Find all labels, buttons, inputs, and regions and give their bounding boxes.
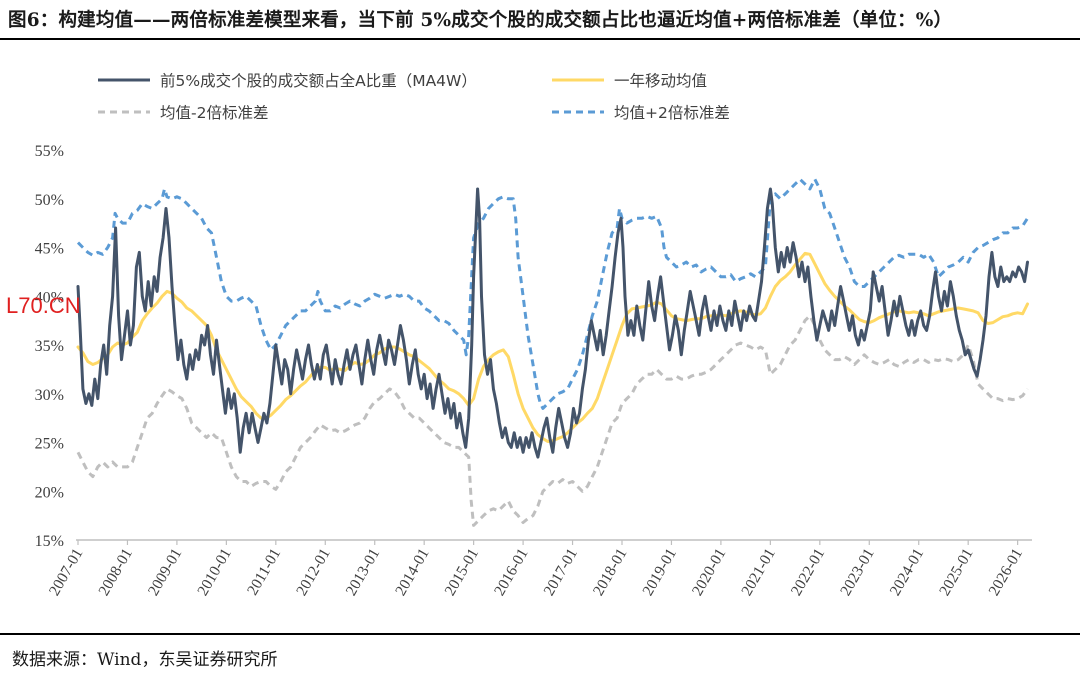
legend-label-1: 前5%成交个股的成交额占全A比重（MA4W） (160, 72, 477, 90)
x-tick-label: 2014-01 (392, 546, 433, 599)
title-divider (0, 38, 1080, 40)
x-tick-label: 2009-01 (145, 546, 186, 599)
x-tick-label: 2021-01 (738, 546, 779, 599)
y-tick-label: 40% (35, 289, 64, 306)
x-tick-label: 2012-01 (293, 546, 334, 599)
y-tick-label: 25% (35, 436, 64, 453)
legend-label-3: 均值-2倍标准差 (160, 104, 268, 122)
series-line-1 (76, 187, 1029, 459)
x-tick-label: 2011-01 (244, 546, 284, 599)
y-tick-label: 45% (35, 241, 64, 258)
series-line-4 (76, 177, 1029, 410)
y-tick-label: 30% (35, 387, 64, 404)
source-note: 数据来源：Wind，东吴证券研究所 (12, 650, 278, 670)
x-tick-label: 2020-01 (689, 546, 730, 599)
x-tick-label: 2023-01 (837, 546, 878, 599)
chart-title: 图6：构建均值——两倍标准差模型来看，当下前 5%成交个股的成交额占比也逼近均值… (8, 10, 953, 31)
x-tick-label: 2010-01 (194, 546, 235, 599)
x-tick-label: 2019-01 (639, 546, 680, 599)
series-line-3 (76, 314, 1029, 527)
x-tick-label: 2025-01 (936, 546, 977, 599)
y-tick-label: 15% (35, 533, 64, 550)
y-tick-label: 35% (35, 338, 64, 355)
legend-label-2: 一年移动均值 (614, 72, 707, 90)
y-axis-ticks: 15% 20% 25% 30% 35% 40% 45% 50% 55% (35, 143, 64, 550)
x-tick-label: 2018-01 (590, 546, 631, 599)
watermark: L70.CN (6, 293, 81, 318)
x-tick-label: 2022-01 (788, 546, 829, 599)
x-tick-label: 2016-01 (491, 546, 532, 599)
y-tick-label: 55% (35, 143, 64, 160)
y-tick-label: 20% (35, 484, 64, 501)
x-tick-label: 2013-01 (343, 546, 384, 599)
series-line-2 (76, 251, 1029, 443)
x-tick-label: 2008-01 (95, 546, 136, 599)
x-tick-label: 2015-01 (442, 546, 483, 599)
source-divider (0, 633, 1080, 635)
legend-label-4: 均值+2倍标准差 (614, 104, 730, 122)
x-tick-label: 2007-01 (46, 546, 87, 599)
x-tick-label: 2026-01 (986, 546, 1027, 599)
x-tick-label: 2017-01 (540, 546, 581, 599)
series-group (76, 177, 1029, 527)
x-tick-label: 2024-01 (887, 546, 928, 599)
x-axis-ticks: 2007-01 2008-01 2009-01 2010-01 2011-01 2012-… (46, 540, 1026, 599)
y-tick-label: 50% (35, 192, 64, 209)
